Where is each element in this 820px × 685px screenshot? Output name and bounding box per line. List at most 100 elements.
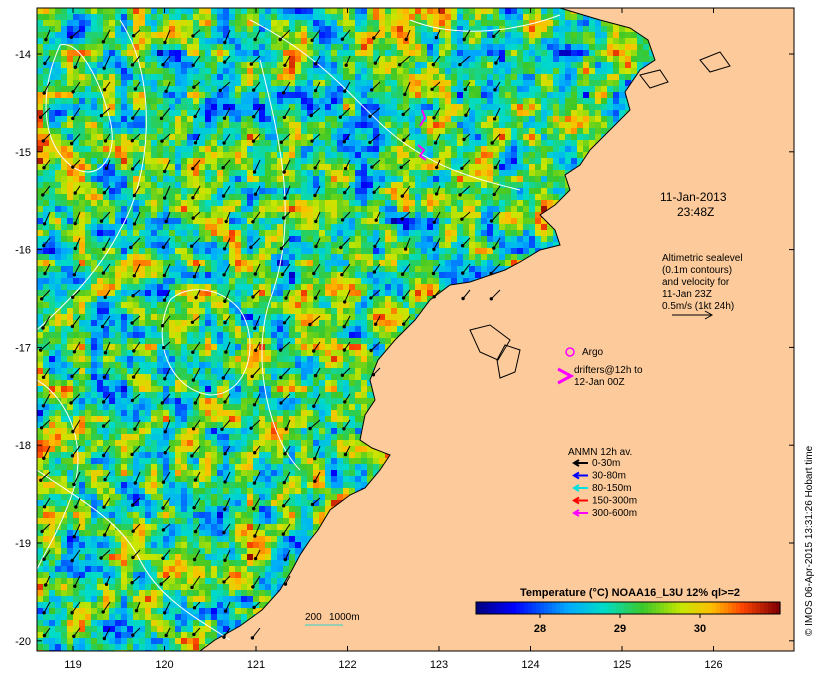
- sst-cell: [79, 152, 85, 158]
- sst-cell: [349, 80, 355, 86]
- sst-cell: [205, 206, 211, 212]
- sst-cell: [283, 206, 289, 212]
- sst-cell: [211, 146, 217, 152]
- sst-cell: [73, 146, 79, 152]
- sst-cell: [319, 176, 325, 182]
- sst-cell: [535, 44, 541, 50]
- sst-cell: [181, 14, 187, 20]
- sst-cell: [181, 158, 187, 164]
- sst-cell: [367, 86, 373, 92]
- sst-cell: [355, 44, 361, 50]
- sst-cell: [493, 206, 499, 212]
- sst-cell: [49, 236, 55, 242]
- sst-cell: [307, 236, 313, 242]
- sst-cell: [43, 128, 49, 134]
- sst-cell: [163, 206, 169, 212]
- sst-cell: [433, 62, 439, 68]
- sst-cell: [229, 74, 235, 80]
- sst-cell: [253, 14, 259, 20]
- sst-cell: [409, 68, 415, 74]
- sst-cell: [301, 170, 307, 176]
- sst-cell: [505, 32, 511, 38]
- sst-cell: [103, 92, 109, 98]
- sst-cell: [499, 200, 505, 206]
- sst-cell: [115, 50, 121, 56]
- sst-cell: [163, 74, 169, 80]
- sst-cell: [73, 176, 79, 182]
- sst-cell: [145, 206, 151, 212]
- sst-cell: [313, 92, 319, 98]
- sst-cell: [241, 218, 247, 224]
- sst-cell: [187, 80, 193, 86]
- sst-cell: [73, 68, 79, 74]
- sst-cell: [121, 38, 127, 44]
- sst-cell: [145, 158, 151, 164]
- sst-cell: [37, 236, 43, 242]
- sst-cell: [289, 182, 295, 188]
- sst-cell: [61, 80, 67, 86]
- sst-cell: [457, 98, 463, 104]
- sst-cell: [505, 224, 511, 230]
- sst-cell: [529, 44, 535, 50]
- sst-cell: [361, 92, 367, 98]
- sst-cell: [295, 80, 301, 86]
- sst-cell: [607, 86, 613, 92]
- sst-cell: [109, 116, 115, 122]
- sst-cell: [571, 62, 577, 68]
- sst-cell: [247, 56, 253, 62]
- sst-cell: [403, 236, 409, 242]
- sst-cell: [181, 224, 187, 230]
- sst-cell: [247, 134, 253, 140]
- sst-cell: [295, 68, 301, 74]
- sst-cell: [421, 236, 427, 242]
- sst-cell: [451, 194, 457, 200]
- sst-cell: [157, 14, 163, 20]
- sst-cell: [319, 134, 325, 140]
- sst-cell: [307, 56, 313, 62]
- sst-cell: [415, 128, 421, 134]
- sst-cell: [529, 122, 535, 128]
- sst-cell: [469, 14, 475, 20]
- sst-cell: [541, 170, 547, 176]
- sst-cell: [319, 110, 325, 116]
- sst-cell: [43, 14, 49, 20]
- sst-cell: [133, 38, 139, 44]
- sst-cell: [295, 170, 301, 176]
- sst-cell: [235, 224, 241, 230]
- sst-cell: [427, 212, 433, 218]
- sst-cell: [277, 50, 283, 56]
- sst-cell: [349, 38, 355, 44]
- sst-cell: [301, 20, 307, 26]
- sst-cell: [301, 158, 307, 164]
- sst-cell: [313, 38, 319, 44]
- sst-cell: [199, 158, 205, 164]
- sst-cell: [337, 188, 343, 194]
- sst-cell: [55, 236, 61, 242]
- sst-cell: [559, 62, 565, 68]
- sst-cell: [445, 74, 451, 80]
- sst-cell: [271, 14, 277, 20]
- sst-cell: [457, 116, 463, 122]
- sst-cell: [139, 92, 145, 98]
- sst-cell: [361, 224, 367, 230]
- sst-cell: [169, 152, 175, 158]
- sst-cell: [187, 206, 193, 212]
- sst-cell: [97, 164, 103, 170]
- sst-cell: [157, 44, 163, 50]
- sst-cell: [499, 206, 505, 212]
- sst-cell: [343, 92, 349, 98]
- sst-cell: [139, 212, 145, 218]
- sst-cell: [271, 212, 277, 218]
- sst-cell: [151, 206, 157, 212]
- sst-cell: [301, 182, 307, 188]
- sst-cell: [583, 14, 589, 20]
- sst-cell: [541, 68, 547, 74]
- sst-cell: [211, 200, 217, 206]
- sst-cell: [307, 206, 313, 212]
- sst-cell: [391, 110, 397, 116]
- sst-cell: [289, 236, 295, 242]
- sst-cell: [229, 38, 235, 44]
- sst-cell: [493, 68, 499, 74]
- sst-cell: [517, 176, 523, 182]
